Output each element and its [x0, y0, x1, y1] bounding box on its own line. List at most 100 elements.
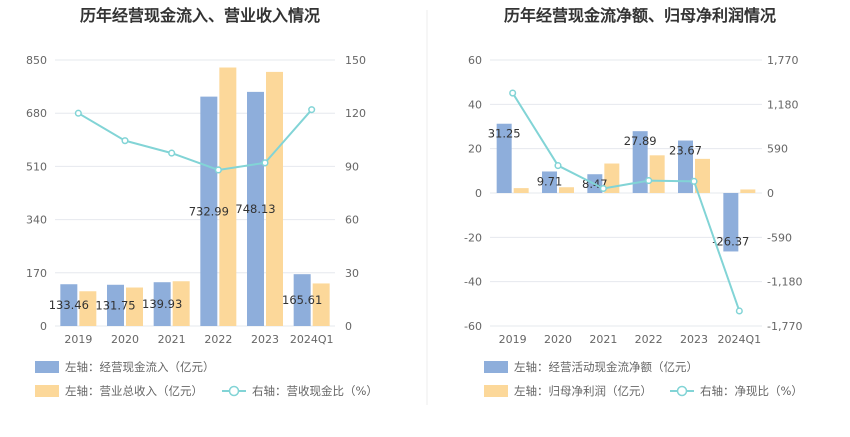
- x-axis-tick-label: 2019: [64, 333, 92, 346]
- left-axis-tick-label: 340: [26, 214, 47, 227]
- x-axis-tick-label: 2020: [111, 333, 139, 346]
- bar-data-label: 23.67: [669, 144, 702, 158]
- ratio-line-point: [74, 109, 82, 117]
- ratio-line: [511, 92, 741, 312]
- x-axis-tick-label: 2022: [635, 333, 663, 346]
- right-axis-tick-label: -1,770: [767, 320, 802, 333]
- left-axis-tick-label: -40: [464, 276, 482, 289]
- legend-label: 右轴：营收现金比（%）: [252, 384, 378, 398]
- bar-data-label: 31.25: [488, 127, 521, 141]
- bar-secondary: [312, 283, 330, 326]
- chart-panel-cash-inflow-revenue: 历年经营现金流入、营业收入情况 0 170 340 510 680 850 0 30 60 90 12…: [26, 6, 378, 398]
- bar-secondary: [513, 188, 529, 193]
- right-axis-tick-label: 120: [345, 107, 366, 120]
- legend-swatch: [35, 361, 59, 373]
- left-axis-tick-label: 510: [26, 160, 47, 173]
- right-axis-tick-label: 90: [345, 160, 359, 173]
- legend-label: 左轴：营业总收入（亿元）: [65, 384, 203, 398]
- bar-secondary: [695, 158, 710, 193]
- legend-swatch-marker: [228, 385, 240, 397]
- bar-data-label: 131.75: [95, 298, 135, 312]
- legend-label: 右轴：净现比（%）: [700, 384, 803, 398]
- left-axis-tick-label: -20: [464, 231, 482, 244]
- bar-data-label: -26.37: [712, 234, 749, 248]
- bar-data-label: 133.46: [49, 298, 89, 312]
- ratio-line-point: [599, 184, 607, 193]
- bar-data-label: 165.61: [282, 293, 322, 307]
- bar-primary: [153, 282, 171, 326]
- ratio-line-point: [554, 162, 562, 170]
- bar-secondary: [126, 287, 143, 326]
- bar-primary: [542, 171, 557, 193]
- left-axis-tick-label: 60: [468, 54, 482, 67]
- right-axis-tick-label: 60: [345, 214, 359, 227]
- right-axis-tick-label: 0: [767, 187, 774, 200]
- ratio-line-point: [690, 177, 698, 185]
- right-axis-tick-label: 1,770: [767, 54, 799, 67]
- left-axis-tick-label: 0: [475, 187, 482, 200]
- left-axis-tick-label: 0: [40, 320, 47, 333]
- legend-label: 左轴：经营活动现金流净额（亿元）: [514, 360, 698, 374]
- x-axis-tick-label: 2023: [680, 333, 708, 346]
- x-axis-tick-label: 2024Q1: [718, 333, 762, 346]
- x-axis-tick-label: 2024Q1: [290, 333, 334, 346]
- x-axis-tick-label: 2021: [158, 333, 186, 346]
- bar-primary: [293, 274, 311, 326]
- ratio-line-point: [735, 307, 743, 315]
- left-axis-tick-label: -60: [464, 320, 482, 333]
- right-axis-tick-label: -590: [767, 231, 792, 244]
- x-axis-tick-label: 2022: [204, 333, 232, 346]
- legend-swatch: [484, 385, 508, 397]
- bar-secondary: [172, 281, 190, 326]
- ratio-line-point: [509, 89, 517, 97]
- bar-secondary: [79, 291, 97, 326]
- ratio-line-point: [214, 166, 222, 174]
- bar-data-label: 27.89: [624, 134, 657, 148]
- left-axis-tick-label: 850: [26, 54, 47, 67]
- bar-primary: [678, 140, 693, 193]
- right-axis-tick-label: 150: [345, 54, 366, 67]
- right-axis-tick-label: 1,180: [767, 98, 799, 111]
- bar-secondary: [559, 187, 574, 193]
- bar-primary: [723, 193, 739, 252]
- bar-primary: [107, 284, 124, 326]
- bar-primary: [60, 284, 78, 326]
- ratio-line-point: [261, 159, 269, 167]
- bar-data-label: 9.71: [537, 174, 563, 188]
- x-axis-tick-label: 2023: [251, 333, 279, 346]
- left-axis-tick-label: 680: [26, 107, 47, 120]
- bar-secondary: [219, 67, 237, 326]
- legend-label: 左轴：归母净利润（亿元）: [514, 384, 652, 398]
- bar-data-label: 732.99: [189, 204, 229, 218]
- x-axis-tick-label: 2021: [589, 333, 617, 346]
- legend-swatch-marker: [676, 385, 688, 397]
- bar-data-label: 139.93: [142, 297, 182, 311]
- bar-secondary: [740, 189, 756, 193]
- bar-primary: [632, 131, 648, 193]
- right-axis-tick-label: -1,180: [767, 276, 802, 289]
- bar-secondary: [649, 155, 665, 193]
- bar-primary: [247, 91, 264, 326]
- left-axis-tick-label: 170: [26, 267, 47, 280]
- left-axis-tick-label: 20: [468, 143, 482, 156]
- ratio-line-point: [168, 149, 176, 157]
- right-axis-tick-label: 30: [345, 267, 359, 280]
- bar-primary: [200, 96, 218, 326]
- chart-title: 历年经营现金流入、营业收入情况: [80, 6, 320, 25]
- ratio-line-point: [645, 177, 653, 185]
- right-axis-tick-label: 590: [767, 143, 788, 156]
- chart-panel-net-cash-profit: 历年经营现金流净额、归母净利润情况 -60 -40 -20 0 20 40 60 -1,770 -…: [464, 6, 803, 398]
- chart-title: 历年经营现金流净额、归母净利润情况: [504, 6, 776, 25]
- legend-label: 左轴：经营现金流入（亿元）: [65, 360, 215, 374]
- ratio-line: [77, 108, 313, 171]
- x-axis-tick-label: 2019: [499, 333, 527, 346]
- ratio-line-point: [121, 137, 129, 145]
- ratio-line-point: [308, 106, 316, 114]
- legend-swatch: [484, 361, 508, 373]
- bar-secondary: [266, 71, 283, 327]
- left-axis-tick-label: 40: [468, 98, 482, 111]
- x-axis-tick-label: 2020: [544, 333, 572, 346]
- right-axis-tick-label: 0: [345, 320, 352, 333]
- bar-data-label: 748.13: [235, 202, 275, 216]
